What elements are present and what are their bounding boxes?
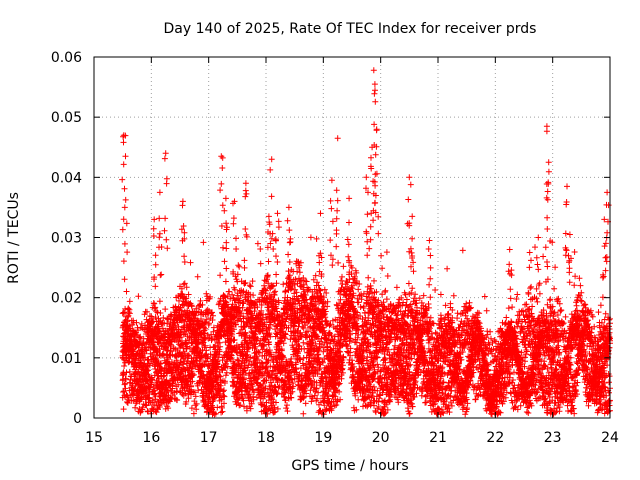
data-point [203, 316, 210, 323]
data-point [156, 298, 163, 305]
data-point [181, 259, 188, 265]
data-point [280, 281, 287, 288]
data-point [284, 408, 291, 415]
data-point [296, 269, 303, 276]
data-point [419, 388, 426, 395]
data-point [365, 274, 372, 281]
data-point [274, 405, 281, 412]
data-point [239, 326, 246, 333]
data-point [571, 249, 578, 255]
data-point [466, 299, 473, 306]
data-point [503, 314, 510, 321]
data-point [432, 287, 439, 293]
data-point [595, 309, 602, 316]
data-point [123, 376, 129, 382]
data-point [517, 402, 524, 409]
data-point [525, 410, 532, 416]
data-point [423, 399, 430, 406]
data-point [126, 298, 133, 305]
data-point [418, 386, 425, 393]
data-point [187, 344, 193, 351]
data-point [188, 405, 195, 412]
data-point [562, 313, 569, 320]
data-point [597, 302, 604, 309]
data-point [261, 319, 268, 326]
data-point [219, 408, 226, 415]
data-point [344, 348, 351, 355]
data-point [226, 288, 233, 295]
data-point [409, 285, 416, 292]
data-point [383, 296, 390, 303]
data-point [257, 260, 264, 267]
data-point [602, 310, 609, 317]
data-point [307, 234, 314, 241]
chart-title: Day 140 of 2025, Rate Of TEC Index for r… [164, 21, 537, 37]
data-point [234, 349, 241, 356]
data-point [428, 408, 435, 415]
data-point [338, 277, 344, 284]
data-point [221, 387, 227, 394]
data-point [283, 405, 290, 412]
data-point [427, 314, 434, 321]
data-point [120, 406, 127, 413]
data-point [523, 301, 530, 308]
data-point [571, 282, 578, 289]
data-point [162, 306, 169, 313]
data-point [257, 246, 264, 252]
data-point [202, 319, 209, 325]
data-point [236, 263, 243, 270]
grid-lines [94, 57, 610, 418]
data-point [379, 265, 386, 272]
data-point [122, 385, 129, 392]
data-point [192, 402, 199, 409]
data-point [273, 330, 279, 337]
data-point [200, 239, 207, 246]
data-point [303, 278, 310, 285]
data-point [247, 354, 254, 361]
data-points [119, 67, 613, 418]
data-point [330, 392, 337, 399]
data-point [382, 287, 389, 294]
data-point [403, 320, 409, 327]
data-point [135, 293, 142, 300]
data-point [412, 291, 419, 298]
data-point [335, 259, 342, 266]
data-point [393, 284, 400, 291]
data-point [459, 247, 466, 254]
data-point [403, 296, 410, 303]
data-point [405, 280, 412, 287]
data-point [218, 409, 225, 416]
data-point [123, 369, 130, 376]
data-point [407, 322, 414, 328]
data-point [532, 244, 538, 251]
data-point [302, 400, 309, 407]
data-point [513, 296, 520, 302]
data-point [339, 369, 346, 376]
data-point [254, 240, 261, 247]
data-point [476, 310, 483, 317]
data-point [432, 329, 439, 336]
data-point [584, 342, 591, 349]
data-point [120, 389, 127, 395]
data-point [339, 281, 346, 287]
data-point [553, 366, 560, 373]
data-point [483, 307, 490, 314]
data-point [339, 273, 345, 280]
data-point [300, 410, 307, 417]
data-point [355, 396, 362, 403]
data-point [285, 268, 292, 275]
data-point [235, 262, 242, 269]
data-point [194, 273, 201, 280]
data-point [418, 392, 425, 399]
data-point [378, 252, 385, 259]
data-point [355, 286, 362, 293]
data-point [362, 314, 369, 321]
data-point [509, 304, 516, 311]
data-point [223, 265, 230, 272]
data-point [534, 298, 541, 305]
data-point [450, 292, 457, 299]
